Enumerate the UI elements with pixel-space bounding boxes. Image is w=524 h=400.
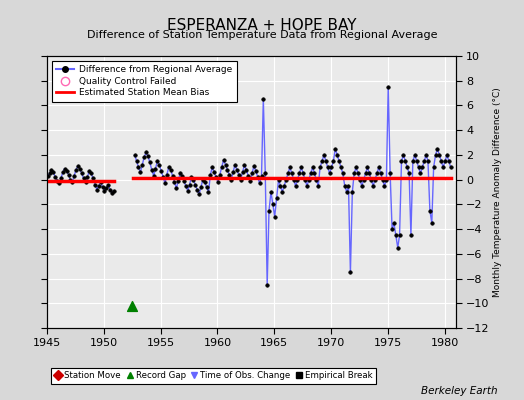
Text: Berkeley Earth: Berkeley Earth [421,386,498,396]
Text: Difference of Station Temperature Data from Regional Average: Difference of Station Temperature Data f… [87,30,437,40]
Legend: Station Move, Record Gap, Time of Obs. Change, Empirical Break: Station Move, Record Gap, Time of Obs. C… [51,368,376,384]
Y-axis label: Monthly Temperature Anomaly Difference (°C): Monthly Temperature Anomaly Difference (… [493,87,501,297]
Text: ESPERANZA + HOPE BAY: ESPERANZA + HOPE BAY [167,18,357,33]
Point [128,302,137,309]
